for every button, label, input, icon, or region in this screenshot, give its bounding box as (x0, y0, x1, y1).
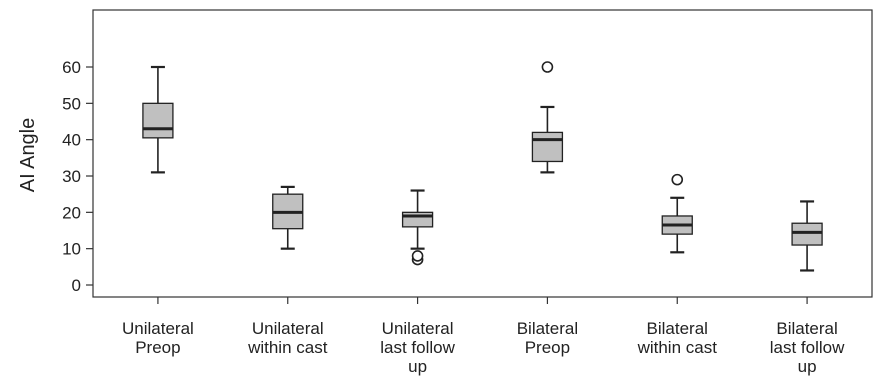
plot-frame (92, 9, 873, 298)
category-label: Unilateral Preop (122, 319, 194, 357)
category-label-line: within cast (637, 338, 718, 357)
category-label-line: within cast (247, 338, 328, 357)
outlier-point (411, 250, 424, 262)
category-label: Unilateral within cast (247, 319, 328, 357)
category-label-line: last follow (380, 338, 455, 357)
category-label: Unilateral last follow up (380, 319, 455, 376)
category-label: Bilateral last follow up (770, 319, 845, 376)
category-label-line: Unilateral (122, 319, 194, 338)
category-label-line: Bilateral (647, 319, 708, 338)
category-label-line: Preop (525, 338, 570, 357)
outlier-point (671, 173, 684, 186)
y-tick-label: 50 (62, 94, 81, 113)
y-tick-label: 20 (62, 203, 81, 222)
category-label: Bilateral Preop (517, 319, 578, 357)
category-label-line: last follow (770, 338, 845, 357)
y-tick-label: 40 (62, 131, 81, 150)
category-label-line: Bilateral (517, 319, 578, 338)
iqr-box (142, 102, 174, 139)
y-tick-label: 0 (72, 276, 81, 295)
y-tick-label: 30 (62, 167, 81, 186)
y-axis-title: AI Angle (17, 118, 39, 193)
category-label-line: Unilateral (382, 319, 454, 338)
category-label-line: up (798, 357, 817, 376)
category-label-line: Bilateral (776, 319, 837, 338)
iqr-box (791, 222, 823, 246)
iqr-box (531, 131, 564, 163)
category-label: Bilateral within cast (637, 319, 718, 357)
category-label-line: up (408, 357, 427, 376)
y-tick-label: 60 (62, 58, 81, 77)
outlier-point (541, 61, 554, 73)
y-tick-label: 10 (62, 240, 81, 259)
category-label-line: Preop (135, 338, 180, 357)
category-label-line: Unilateral (252, 319, 324, 338)
